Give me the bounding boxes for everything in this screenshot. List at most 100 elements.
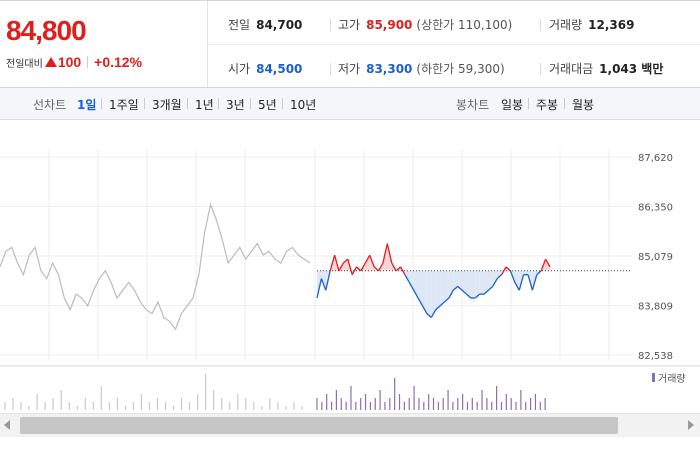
series-segment-today xyxy=(540,258,547,271)
series-segment-today xyxy=(509,270,516,283)
change-row: 전일대비 100 +0.12% xyxy=(6,54,142,70)
stat-label: 거래대금 xyxy=(549,62,594,76)
chart-scrollbar[interactable] xyxy=(0,413,700,437)
scroll-thumb[interactable] xyxy=(20,417,618,434)
divider xyxy=(540,19,541,31)
stat-value: 85,900 xyxy=(366,17,413,32)
y-tick-label: 85,079 xyxy=(638,252,673,263)
scroll-right-icon[interactable] xyxy=(688,420,694,430)
price-chart[interactable]: 87,620 86,350 85,079 83,809 82,538 거래량 xyxy=(0,120,700,410)
up-triangle-icon xyxy=(44,57,57,67)
stat-value: 84,700 xyxy=(256,17,303,32)
stat-open: 시가 84,500 xyxy=(228,60,302,77)
area-down xyxy=(475,270,480,299)
divider xyxy=(330,63,331,75)
area-down xyxy=(440,270,445,306)
series-segment-today xyxy=(430,309,437,318)
series-segment-today xyxy=(474,293,481,299)
series-segment-today xyxy=(399,266,406,275)
area-down xyxy=(426,270,432,318)
tab-1year[interactable]: 1년 xyxy=(195,98,214,112)
series-segment-today xyxy=(483,289,489,295)
series-segment-today xyxy=(333,255,340,271)
series-segment-today xyxy=(501,266,507,275)
tab-3month[interactable]: 3개월 xyxy=(152,98,182,112)
change-divider xyxy=(87,56,89,68)
area-down xyxy=(453,270,458,291)
series-segment-today xyxy=(408,282,415,291)
tab-divider xyxy=(218,98,219,109)
stat-label: 고가 xyxy=(338,18,361,32)
tab-divider xyxy=(101,98,102,109)
tab-3year[interactable]: 3년 xyxy=(226,98,245,112)
series-segment-today xyxy=(369,254,375,268)
area-down xyxy=(488,270,493,291)
series-segment-today xyxy=(320,278,327,291)
series-segment-today xyxy=(417,297,424,307)
stat-label: 거래량 xyxy=(549,18,583,32)
tab-divider xyxy=(250,98,251,109)
series-segment-today xyxy=(457,285,463,291)
stat-amount: 거래대금 1,043 백만 xyxy=(549,60,663,77)
stat-value: 12,369 xyxy=(588,17,635,32)
line-chart-label: 선차트 xyxy=(33,98,67,112)
tab-monthly-candle[interactable]: 월봉 xyxy=(572,98,595,112)
tab-1week[interactable]: 1주일 xyxy=(109,98,139,112)
area-down xyxy=(435,270,441,310)
area-down xyxy=(523,270,529,275)
current-price: 84,800 xyxy=(6,15,87,46)
series-segment-today xyxy=(527,274,534,291)
series-segment-today xyxy=(351,266,358,275)
series-segment-today xyxy=(325,270,331,291)
series-segment-today xyxy=(413,289,419,299)
stat-value: 1,043 백만 xyxy=(599,62,664,76)
area-down xyxy=(409,270,414,291)
tab-5year[interactable]: 5년 xyxy=(258,98,277,112)
stat-high: 고가 85,900 (상한가 110,100) xyxy=(338,16,512,33)
series-segment-today xyxy=(448,289,454,299)
y-tick-label: 86,350 xyxy=(638,203,673,214)
area-down xyxy=(497,270,502,279)
tab-10year[interactable]: 10년 xyxy=(290,98,317,112)
area-down xyxy=(484,270,489,295)
tab-weekly-candle[interactable]: 주봉 xyxy=(536,98,559,112)
series-segment-today xyxy=(545,258,551,268)
series-segment-today xyxy=(316,278,323,299)
y-tick-label: 87,620 xyxy=(638,153,673,164)
tab-divider xyxy=(282,98,283,109)
area-down xyxy=(444,270,449,302)
change-label: 전일대비 xyxy=(6,58,43,70)
area-down xyxy=(321,270,326,291)
series-segment-today xyxy=(505,266,511,272)
series-segment-today xyxy=(373,266,379,272)
area-down xyxy=(492,270,498,287)
series-segment-today xyxy=(488,285,494,291)
series-segment-today xyxy=(356,266,362,272)
series-segment-today xyxy=(329,255,336,271)
tab-daily-candle[interactable]: 일봉 xyxy=(501,98,524,112)
chart-tab-bar: 선차트 1일 1주일 3개월 1년 3년 5년 10년 봉차트 일봉 주봉 월봉 xyxy=(0,88,700,120)
series-segment-today xyxy=(404,274,410,283)
stat-label: 저가 xyxy=(338,62,361,76)
series-segment-today xyxy=(492,278,498,287)
volume-legend-swatch xyxy=(652,373,655,382)
series-segment-today xyxy=(496,274,503,280)
lower-limit: (하한가 59,300) xyxy=(416,62,505,76)
area-down xyxy=(479,270,485,295)
tab-1day[interactable]: 1일 xyxy=(77,98,97,112)
area-down xyxy=(457,270,463,291)
y-tick-label: 82,538 xyxy=(638,351,673,362)
scroll-left-icon[interactable] xyxy=(4,420,10,430)
series-segment-today xyxy=(382,243,388,264)
area-up xyxy=(365,255,370,271)
series-segment-today xyxy=(338,262,344,272)
divider xyxy=(540,63,541,75)
series-segment-today xyxy=(391,262,397,272)
divider xyxy=(330,19,331,31)
price-box: 84,800 전일대비 100 +0.12% xyxy=(0,1,208,87)
series-segment-today xyxy=(347,258,353,275)
stat-prev-close: 전일 84,700 xyxy=(228,16,302,33)
series-segment-today xyxy=(439,301,445,307)
stat-label: 시가 xyxy=(228,62,251,76)
series-segment-today xyxy=(452,285,459,291)
